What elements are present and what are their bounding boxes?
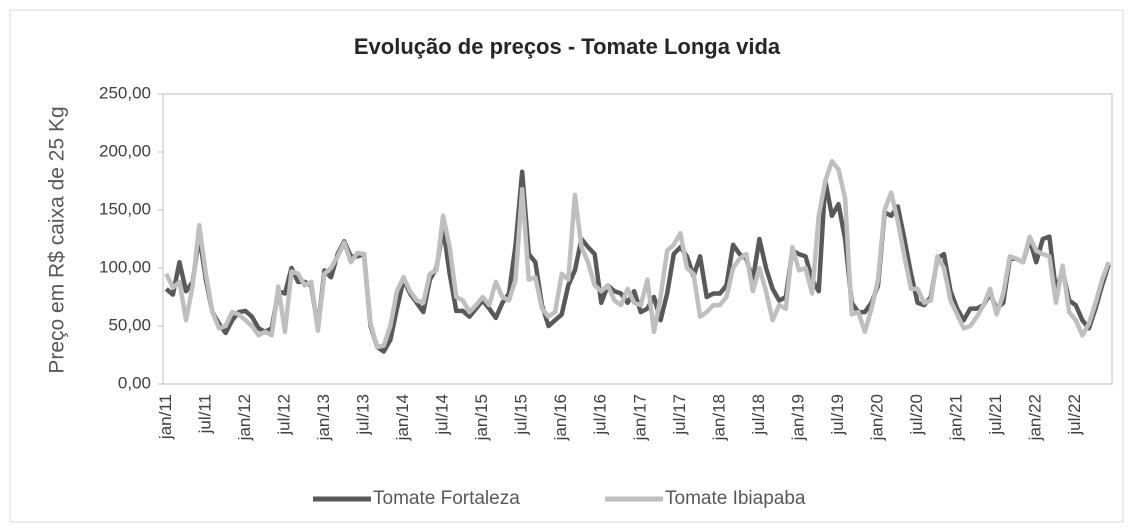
chart-title: Evolução de preços - Tomate Longa vida	[354, 34, 781, 59]
x-tick-label: jul/12	[274, 394, 293, 436]
x-tick-label: jan/20	[868, 394, 887, 441]
x-tick-label: jul/22	[1065, 394, 1084, 436]
x-tick-label: jul/20	[907, 394, 926, 436]
y-tick-label: 0,00	[118, 373, 151, 392]
x-tick-label: jan/15	[472, 394, 491, 441]
x-tick-label: jan/11	[156, 394, 175, 440]
x-tick-label: jul/14	[433, 394, 452, 436]
x-tick-label: jul/15	[512, 394, 531, 436]
x-tick-label: jan/16	[551, 394, 570, 441]
x-tick-label: jan/17	[630, 394, 649, 441]
x-tick-label: jul/21	[986, 394, 1005, 436]
x-tick-label: jan/18	[709, 394, 728, 441]
x-tick-label: jan/12	[235, 394, 254, 441]
x-tick-label: jan/14	[393, 394, 412, 441]
y-tick-label: 100,00	[99, 257, 151, 276]
y-tick-label: 250,00	[99, 83, 151, 102]
series-line	[164, 159, 1111, 350]
x-tick-label: jan/22	[1026, 394, 1045, 441]
x-tick-label: jul/19	[828, 394, 847, 436]
x-tick-label: jul/17	[670, 394, 689, 436]
y-tick-label: 50,00	[108, 315, 151, 334]
x-tick-label: jan/13	[314, 394, 333, 441]
x-tick-label: jul/18	[749, 394, 768, 436]
y-axis-title: Preço em R$ caixa de 25 Kg	[46, 106, 69, 373]
x-tick-label: jan/19	[788, 394, 807, 441]
x-tick-label: jan/21	[947, 394, 966, 441]
x-tick-label: jul/16	[591, 394, 610, 436]
legend-label: Tomate Ibiapaba	[665, 488, 806, 509]
x-tick-label: jul/13	[353, 394, 372, 436]
y-tick-label: 200,00	[99, 141, 151, 160]
y-tick-label: 150,00	[99, 199, 151, 218]
x-tick-label: jul/11	[195, 394, 214, 434]
plot-area	[162, 93, 1113, 385]
legend-label: Tomate Fortaleza	[373, 488, 520, 509]
